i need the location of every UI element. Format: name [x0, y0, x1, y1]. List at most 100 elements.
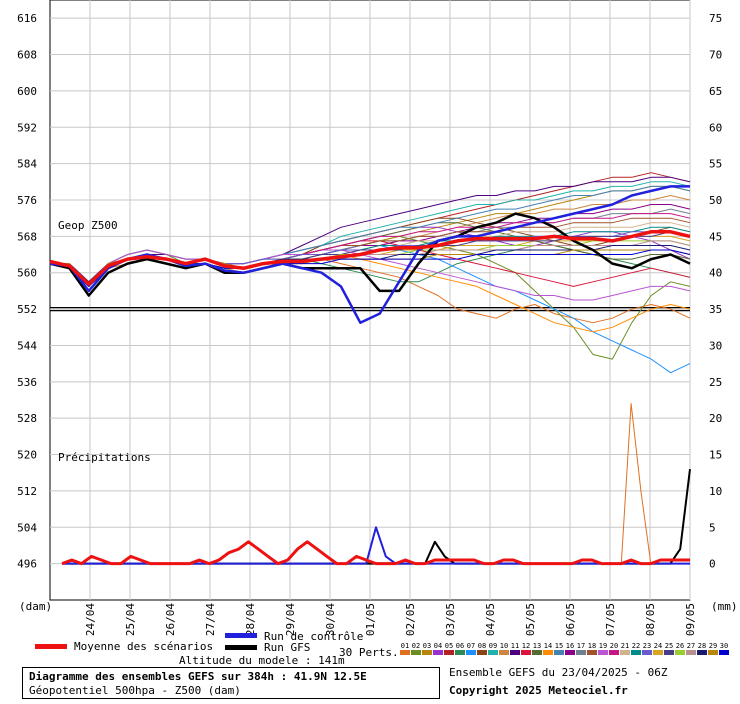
member-color-swatch: [433, 650, 443, 655]
member-color-swatch: [477, 650, 487, 655]
member-color-swatch: [653, 650, 663, 655]
ensemble-run-label: Ensemble GEFS du 23/04/2025 - 06Z: [449, 666, 668, 679]
annotation-geop: Geop Z500: [58, 219, 118, 232]
member-number-label: 10: [500, 642, 508, 650]
member-color-swatch: [400, 650, 410, 655]
right-tick-label: 15: [709, 449, 722, 462]
member-color-swatch: [642, 650, 652, 655]
member-number-label: 14: [544, 642, 552, 650]
right-tick-label: 0: [709, 558, 716, 571]
member-number-label: 28: [698, 642, 706, 650]
right-tick-label: 25: [709, 376, 722, 389]
legend-perts-label: 30 Perts.: [339, 646, 399, 659]
chart-subtitle: Géopotentiel 500hpa - Z500 (dam): [29, 684, 241, 697]
member-color-swatch: [686, 650, 696, 655]
left-tick-label: 568: [17, 230, 37, 243]
member-number-label: 30: [720, 642, 728, 650]
precip-mean-line: [61, 540, 690, 566]
member-number-label: 13: [533, 642, 541, 650]
member-color-swatch: [598, 650, 608, 655]
member-number-label: 02: [412, 642, 420, 650]
left-tick-label: 592: [17, 121, 37, 134]
right-tick-label: 55: [709, 158, 722, 171]
member-number-label: 15: [555, 642, 563, 650]
right-tick-label: 5: [709, 521, 716, 534]
left-tick-label: 512: [17, 485, 37, 498]
member-color-swatch: [620, 650, 630, 655]
member-number-label: 11: [511, 642, 519, 650]
member-number-label: 08: [478, 642, 486, 650]
right-tick-label: 10: [709, 485, 722, 498]
date-tick-label: 02/05: [404, 603, 417, 636]
legend-mean-swatch: [35, 644, 67, 649]
member-number-label: 27: [687, 642, 695, 650]
member-color-swatch: [411, 650, 421, 655]
date-tick-label: 03/05: [444, 603, 457, 636]
right-axis-unit: (mm): [711, 600, 738, 613]
copyright-label: Copyright 2025 Meteociel.fr: [449, 684, 628, 697]
chart-title: Diagramme des ensembles GEFS sur 384h : …: [29, 670, 367, 683]
member-number-label: 21: [621, 642, 629, 650]
left-tick-label: 504: [17, 521, 37, 534]
member-color-swatch: [499, 650, 509, 655]
member-color-swatch: [554, 650, 564, 655]
left-tick-label: 528: [17, 412, 37, 425]
legend-mean-label: Moyenne des scénarios: [74, 640, 214, 653]
member-number-label: 05: [445, 642, 453, 650]
left-axis-unit: (dam): [19, 600, 52, 613]
date-tick-label: 01/05: [364, 603, 377, 636]
date-tick-label: 04/05: [484, 603, 497, 636]
date-tick-label: 28/04: [244, 603, 257, 636]
member-color-swatch: [543, 650, 553, 655]
member-number-label: 24: [654, 642, 662, 650]
date-tick-label: 29/04: [284, 603, 297, 636]
date-tick-label: 07/05: [604, 603, 617, 636]
date-tick-label: 26/04: [164, 603, 177, 636]
member-color-swatch: [719, 650, 729, 655]
member-number-label: 12: [522, 642, 530, 650]
member-color-swatch: [444, 650, 454, 655]
left-tick-label: 608: [17, 49, 37, 62]
member-color-swatch: [521, 650, 531, 655]
member-color-swatch: [422, 650, 432, 655]
right-tick-label: 70: [709, 49, 722, 62]
member-number-label: 18: [588, 642, 596, 650]
altitude-label: Altitude du modele : 141m: [179, 654, 345, 667]
member-number-label: 04: [434, 642, 442, 650]
date-tick-label: 27/04: [204, 603, 217, 636]
ensemble-member-line: [50, 249, 691, 301]
member-number-label: 06: [456, 642, 464, 650]
member-color-swatch: [510, 650, 520, 655]
right-tick-label: 40: [709, 267, 722, 280]
right-tick-label: 50: [709, 194, 722, 207]
legend-gfs-swatch: [225, 645, 257, 650]
member-color-swatch: [697, 650, 707, 655]
date-tick-label: 05/05: [524, 603, 537, 636]
left-tick-label: 496: [17, 558, 37, 571]
date-tick-label: 09/05: [684, 603, 697, 636]
date-tick-label: 30/04: [324, 603, 337, 636]
member-color-swatch: [664, 650, 674, 655]
legend-control-label: Run de contrôle: [264, 630, 364, 643]
member-color-swatch: [708, 650, 718, 655]
left-tick-label: 552: [17, 303, 37, 316]
member-number-label: 22: [632, 642, 640, 650]
legend-gfs-label: Run GFS: [264, 641, 311, 654]
gfs-run-line: [49, 212, 691, 297]
right-tick-label: 30: [709, 339, 722, 352]
right-tick-label: 20: [709, 412, 722, 425]
member-number-label: 26: [676, 642, 684, 650]
member-number-label: 23: [643, 642, 651, 650]
member-color-swatch: [532, 650, 542, 655]
member-number-label: 19: [599, 642, 607, 650]
right-tick-label: 65: [709, 85, 722, 98]
date-tick-label: 25/04: [124, 603, 137, 636]
member-number-label: 09: [489, 642, 497, 650]
right-tick-label: 45: [709, 230, 722, 243]
member-number-label: 16: [566, 642, 574, 650]
right-tick-label: 35: [709, 303, 722, 316]
date-tick-label: 06/05: [564, 603, 577, 636]
member-number-label: 29: [709, 642, 717, 650]
left-tick-label: 600: [17, 85, 37, 98]
